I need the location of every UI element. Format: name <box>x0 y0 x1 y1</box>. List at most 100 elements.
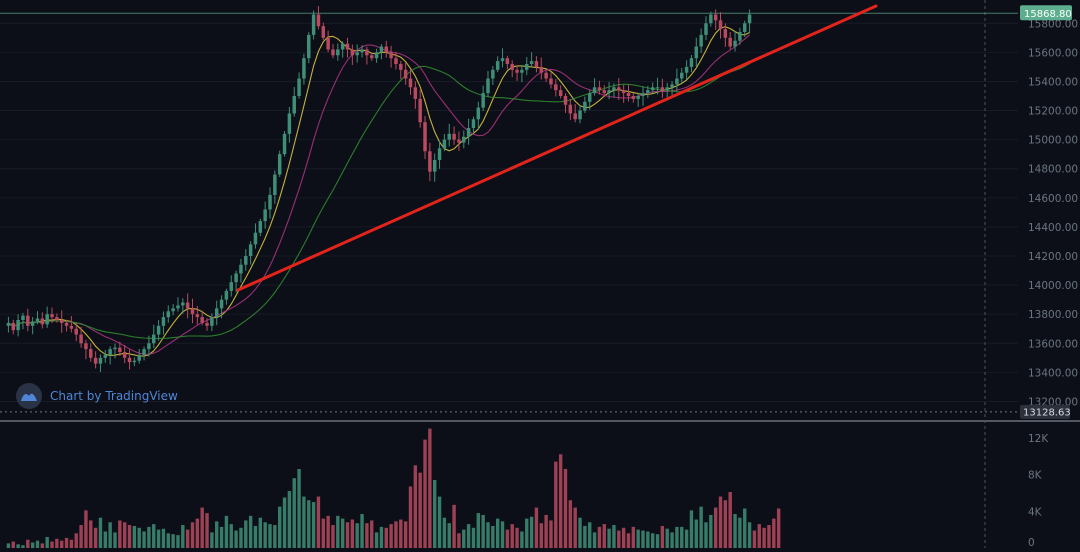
price-tick-label: 14200.00 <box>1028 251 1078 263</box>
volume-bar <box>520 531 524 548</box>
volume-bar <box>89 520 93 548</box>
candle-body <box>684 66 689 73</box>
volume-bar <box>239 527 243 548</box>
volume-bar <box>205 513 209 548</box>
price-axis[interactable]: 15800.00 15600.00 15400.00 15200.00 15000.00… <box>1028 18 1078 549</box>
candle-body <box>244 256 248 265</box>
candle-body <box>98 357 103 364</box>
candle-body <box>655 87 660 89</box>
candle-body <box>268 194 272 210</box>
volume-bar <box>621 527 626 548</box>
candle-body <box>728 37 732 47</box>
volume-bar <box>704 522 708 548</box>
volume-bar <box>26 539 30 548</box>
ma-mid-line <box>8 34 750 355</box>
candle-body <box>742 23 747 32</box>
volume-bar <box>403 521 408 548</box>
candle-body <box>394 58 398 64</box>
ma-fast-line <box>8 26 750 357</box>
volume-bar <box>98 517 103 548</box>
volume-bar <box>684 529 689 548</box>
volume-bar <box>244 520 248 548</box>
volume-bar <box>418 472 422 548</box>
volume-bar <box>35 540 40 548</box>
low-price-text: 13128.63 <box>1023 407 1071 418</box>
candle-body <box>263 209 267 222</box>
volume-bar <box>152 524 156 548</box>
volume-bar <box>389 524 393 548</box>
candle-body <box>292 96 296 114</box>
volume-bar <box>122 522 127 548</box>
volume-bar <box>549 520 553 548</box>
candle-body <box>273 174 277 195</box>
volume-bar <box>433 480 437 548</box>
volume-bar <box>699 506 703 548</box>
candle-body <box>738 32 742 41</box>
volume-bar <box>215 521 219 548</box>
volume-bar <box>365 523 369 548</box>
moving-averages <box>8 26 750 357</box>
volume-bar <box>408 486 413 548</box>
volume-bar <box>636 529 640 548</box>
volume-bar <box>345 522 350 548</box>
candle-body <box>40 318 45 325</box>
candle-body <box>287 113 292 134</box>
volume-bar <box>568 500 573 548</box>
volume-bar <box>466 524 471 548</box>
volume-bar <box>229 524 233 548</box>
volume-bar <box>525 518 529 548</box>
volume-bar <box>30 542 35 548</box>
current-price-text: 15868.80 <box>1024 9 1072 20</box>
volume-bar <box>181 525 185 548</box>
volume-bar <box>762 527 766 548</box>
volume-bar <box>680 526 684 548</box>
candle-body <box>176 305 180 309</box>
volume-bar <box>137 527 141 548</box>
volume-bar <box>234 530 238 548</box>
volume-bar <box>21 545 25 548</box>
volume-bar <box>161 528 166 548</box>
candle-body <box>326 37 330 50</box>
volume-bar <box>326 515 330 548</box>
price-tick-label: 13800.00 <box>1028 309 1078 321</box>
volume-bar <box>166 533 170 548</box>
candle-body <box>597 87 602 91</box>
candle-body <box>403 69 408 79</box>
watermark-text: Chart by TradingView <box>50 389 178 403</box>
candle-body <box>45 314 49 325</box>
volume-bar <box>258 517 263 548</box>
volume-bar <box>6 543 11 548</box>
candle-body <box>408 78 413 88</box>
candle-body <box>79 334 83 344</box>
candle-body <box>428 151 432 172</box>
candle-body <box>515 69 519 73</box>
candle-body <box>558 90 563 96</box>
volume-bar <box>297 469 301 548</box>
volume-bar <box>617 530 621 548</box>
candle-body <box>491 69 495 79</box>
volume-tick-label: 0 <box>1028 537 1035 548</box>
volume-bar <box>776 508 781 548</box>
candle-body <box>612 87 616 91</box>
candle-body <box>471 119 476 128</box>
candle-body <box>447 133 451 140</box>
volume-bar <box>321 518 325 548</box>
candle-body <box>137 354 141 361</box>
price-tick-label: 14800.00 <box>1028 164 1078 176</box>
candle-body <box>747 14 752 24</box>
candle-body <box>369 55 374 59</box>
candle-body <box>239 264 243 274</box>
candle-body <box>350 49 355 56</box>
volume-bar <box>195 518 200 548</box>
candle-body <box>316 14 321 27</box>
volume-bar <box>505 529 510 548</box>
candle-body <box>646 90 650 94</box>
volume-bar <box>248 515 253 548</box>
candle-body <box>694 46 699 59</box>
tradingview-watermark[interactable]: Chart by TradingView <box>16 383 178 409</box>
volume-bar <box>646 531 650 548</box>
candle-body <box>147 343 151 350</box>
trendline-drawing[interactable] <box>236 4 878 292</box>
low-price-badge <box>1020 404 1070 419</box>
